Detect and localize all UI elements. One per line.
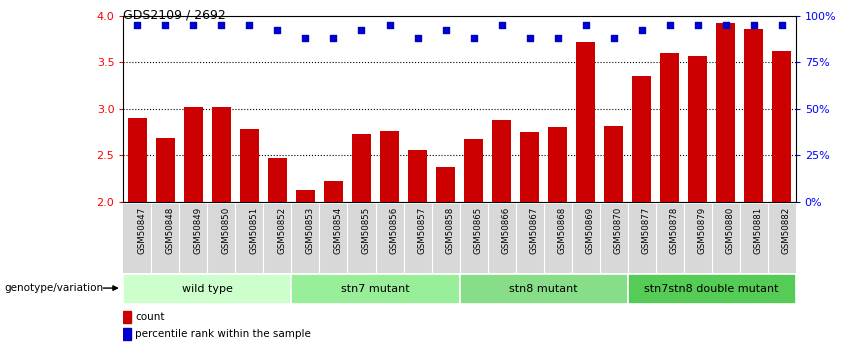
Point bbox=[383, 22, 397, 28]
Text: GSM50879: GSM50879 bbox=[698, 207, 706, 254]
Bar bbox=[744, 29, 763, 202]
Bar bbox=[123, 328, 131, 340]
Text: GSM50850: GSM50850 bbox=[221, 207, 231, 254]
Text: GDS2109 / 2692: GDS2109 / 2692 bbox=[123, 9, 226, 22]
Bar bbox=[408, 150, 427, 202]
Bar bbox=[380, 131, 399, 202]
Bar bbox=[576, 42, 596, 202]
Bar bbox=[520, 132, 540, 202]
Text: GSM50853: GSM50853 bbox=[306, 207, 315, 254]
Point bbox=[130, 22, 144, 28]
Text: GSM50852: GSM50852 bbox=[277, 207, 287, 254]
Point bbox=[607, 35, 620, 41]
Point bbox=[691, 22, 705, 28]
Text: genotype/variation: genotype/variation bbox=[4, 283, 103, 293]
FancyBboxPatch shape bbox=[123, 274, 291, 304]
Bar bbox=[631, 76, 651, 202]
Point bbox=[494, 22, 508, 28]
Bar bbox=[464, 139, 483, 202]
Point bbox=[466, 35, 480, 41]
Point bbox=[355, 28, 368, 33]
Point bbox=[327, 35, 340, 41]
Bar bbox=[268, 158, 288, 202]
Point bbox=[243, 22, 256, 28]
Point bbox=[439, 28, 453, 33]
Point bbox=[271, 28, 284, 33]
Bar bbox=[436, 167, 455, 202]
Text: GSM50866: GSM50866 bbox=[501, 207, 511, 254]
Bar bbox=[772, 51, 791, 202]
Point bbox=[411, 35, 425, 41]
Text: stn7stn8 double mutant: stn7stn8 double mutant bbox=[644, 284, 779, 294]
Bar bbox=[716, 23, 735, 202]
Bar bbox=[660, 53, 679, 202]
Text: GSM50865: GSM50865 bbox=[473, 207, 483, 254]
Bar bbox=[240, 129, 260, 202]
Text: GSM50870: GSM50870 bbox=[614, 207, 623, 254]
Bar bbox=[688, 56, 707, 202]
Point bbox=[299, 35, 312, 41]
Point bbox=[158, 22, 172, 28]
Text: GSM50868: GSM50868 bbox=[557, 207, 567, 254]
Text: wild type: wild type bbox=[182, 284, 233, 294]
Bar bbox=[156, 138, 175, 202]
Point bbox=[551, 35, 564, 41]
Text: GSM50882: GSM50882 bbox=[782, 207, 791, 254]
Text: GSM50849: GSM50849 bbox=[193, 207, 203, 254]
Text: stn7 mutant: stn7 mutant bbox=[341, 284, 410, 294]
FancyBboxPatch shape bbox=[291, 274, 460, 304]
Bar bbox=[492, 120, 511, 202]
Text: count: count bbox=[135, 312, 165, 322]
Text: GSM50877: GSM50877 bbox=[642, 207, 651, 254]
Point bbox=[747, 22, 761, 28]
Point bbox=[635, 28, 648, 33]
Text: GSM50856: GSM50856 bbox=[390, 207, 398, 254]
Text: GSM50869: GSM50869 bbox=[585, 207, 595, 254]
Bar bbox=[212, 107, 231, 202]
Text: GSM50857: GSM50857 bbox=[418, 207, 426, 254]
Point bbox=[186, 22, 200, 28]
Bar bbox=[323, 181, 343, 202]
Text: GSM50878: GSM50878 bbox=[670, 207, 678, 254]
Bar bbox=[184, 107, 203, 202]
Bar bbox=[123, 310, 131, 323]
Text: GSM50848: GSM50848 bbox=[165, 207, 174, 254]
FancyBboxPatch shape bbox=[460, 274, 628, 304]
Text: GSM50847: GSM50847 bbox=[137, 207, 146, 254]
Point bbox=[523, 35, 536, 41]
Point bbox=[775, 22, 789, 28]
Text: GSM50867: GSM50867 bbox=[529, 207, 539, 254]
Point bbox=[214, 22, 228, 28]
Text: GSM50881: GSM50881 bbox=[754, 207, 762, 254]
Bar bbox=[295, 190, 315, 202]
Text: stn8 mutant: stn8 mutant bbox=[509, 284, 578, 294]
Point bbox=[663, 22, 677, 28]
Text: percentile rank within the sample: percentile rank within the sample bbox=[135, 329, 311, 339]
Point bbox=[719, 22, 733, 28]
Bar bbox=[128, 118, 147, 202]
Text: GSM50855: GSM50855 bbox=[362, 207, 370, 254]
Text: GSM50858: GSM50858 bbox=[446, 207, 454, 254]
Text: GSM50854: GSM50854 bbox=[334, 207, 342, 254]
Bar bbox=[604, 126, 624, 202]
Point bbox=[579, 22, 592, 28]
Bar bbox=[351, 134, 371, 202]
FancyBboxPatch shape bbox=[628, 274, 796, 304]
Bar bbox=[548, 127, 568, 202]
Text: GSM50851: GSM50851 bbox=[249, 207, 259, 254]
Text: GSM50880: GSM50880 bbox=[726, 207, 734, 254]
